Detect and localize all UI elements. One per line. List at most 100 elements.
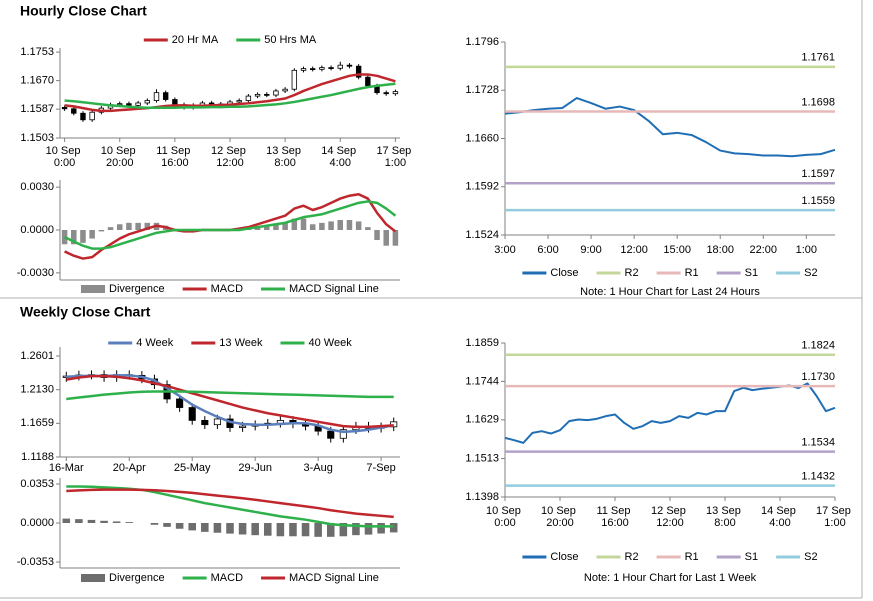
bar — [80, 230, 86, 243]
legend-label: MACD Signal Line — [289, 283, 379, 295]
legend-label: S1 — [745, 551, 758, 563]
candle-body — [392, 91, 399, 95]
x-tick-label: 6:00 — [537, 244, 558, 256]
bar — [309, 224, 316, 230]
bar — [389, 523, 398, 533]
candle-body — [291, 69, 298, 90]
x-tick-label: 15:00 — [663, 244, 691, 256]
candle-body — [254, 93, 261, 97]
legend: Divergence MACD MACD Signal Line — [81, 283, 379, 295]
bar — [319, 222, 325, 230]
candle-body — [264, 93, 270, 96]
candle-body — [172, 99, 178, 106]
y-tick-label: 1.1188 — [21, 451, 54, 463]
x-tick-label: 12:00 — [620, 244, 648, 256]
series-line — [66, 374, 394, 429]
candle-body — [201, 420, 209, 426]
level-label: 1.1432 — [801, 471, 835, 483]
level-label: 1.1824 — [801, 340, 835, 352]
y-tick-label: 0.0000 — [20, 224, 54, 236]
y-tick-label: 1.1728 — [465, 84, 499, 96]
bar — [135, 222, 141, 230]
candle-body — [61, 107, 68, 110]
bar — [300, 218, 307, 230]
legend: 4 Week 13 Week 40 Week — [108, 337, 352, 349]
legend-label: R1 — [685, 267, 699, 279]
x-tick-label: 25-May — [174, 462, 211, 474]
bar — [374, 230, 380, 240]
series-line — [504, 97, 836, 158]
level-label: 1.1559 — [801, 195, 835, 207]
candle-body — [213, 418, 221, 426]
x-tick-label: 12 Sep 12:00 — [211, 145, 249, 169]
candle-body — [135, 102, 141, 106]
x-tick-label: 22:00 — [749, 244, 777, 256]
candle-body — [89, 111, 95, 121]
level-label: 1.1698 — [801, 96, 835, 108]
x-tick-label: 18:00 — [706, 244, 734, 256]
bar — [188, 523, 196, 531]
bar — [213, 523, 222, 533]
bar — [365, 227, 371, 230]
chart-panel: 1.1503 1.1587 1.1670 1.1753 10 Sep 0:00 10 Se… — [20, 34, 414, 169]
legend-label: 40 Week — [309, 337, 353, 349]
legend-label: R2 — [625, 551, 639, 563]
chart-panel: 1.1524 1.1592 1.1660 1.1728 1.1796 3:00 6:00 9:… — [465, 36, 836, 298]
bar — [226, 523, 234, 534]
series-line — [64, 200, 397, 250]
bar — [355, 221, 362, 230]
legend-label: Divergence — [109, 572, 165, 584]
y-tick-label: 0.0030 — [20, 181, 54, 193]
y-tick-label: -0.0030 — [17, 267, 54, 279]
legend-label: MACD — [211, 572, 243, 584]
candle-body — [153, 92, 160, 101]
bar — [112, 521, 121, 523]
bar — [337, 220, 344, 230]
bar — [377, 523, 385, 534]
bar — [89, 230, 95, 239]
candle-body — [365, 76, 371, 87]
legend: Close R2 R1 S1 S2 — [522, 267, 818, 279]
x-tick-label: 10 Sep 0:00 — [46, 145, 84, 169]
chart-panel: 0.0353 0.0000 -0.0353 Divergence MACD MACD Si… — [17, 478, 400, 584]
x-tick-label: 13 Sep 8:00 — [266, 145, 304, 169]
x-tick-label: 3:00 — [494, 244, 515, 256]
legend-label: S2 — [804, 551, 817, 563]
x-tick-label: 14 Sep 4:00 — [761, 505, 799, 529]
candle-body — [273, 90, 279, 96]
candle-body — [117, 103, 123, 106]
x-tick-label: 9:00 — [580, 244, 601, 256]
y-tick-label: 1.1398 — [465, 491, 499, 503]
legend-label: R1 — [685, 551, 699, 563]
bar — [87, 519, 96, 523]
chart-panel: 1.1188 1.1659 1.2130 1.2601 16-Mar 20-Apr 25-M… — [20, 337, 400, 474]
y-tick-label: 1.1670 — [20, 75, 54, 87]
x-tick-label: 10 Sep 20:00 — [541, 505, 579, 529]
chart-note: Note: 1 Hour Chart for Last 1 Week — [584, 572, 757, 584]
level-label: 1.1730 — [801, 371, 835, 383]
bar — [238, 523, 247, 535]
bar — [291, 218, 298, 230]
candle-body — [176, 398, 184, 408]
x-tick-label: 11 Sep 16:00 — [156, 145, 193, 169]
bar — [276, 523, 285, 537]
x-tick-label: 3-Aug — [303, 462, 332, 474]
bar — [100, 520, 108, 523]
bar — [314, 523, 322, 537]
bar — [364, 523, 373, 535]
bar — [282, 222, 288, 230]
x-tick-label: 17 Sep 1:00 — [816, 505, 854, 529]
bar — [301, 523, 310, 537]
candle-body — [383, 92, 389, 95]
y-tick-label: 1.2601 — [20, 350, 54, 362]
bar — [346, 220, 353, 230]
legend-label: 4 Week — [136, 337, 174, 349]
bar — [75, 519, 83, 523]
candle-body — [346, 64, 353, 67]
bar — [150, 523, 159, 525]
series-line — [64, 73, 396, 113]
y-tick-label: 1.1753 — [20, 46, 54, 58]
y-tick-label: 1.1503 — [20, 132, 54, 144]
legend-swatch — [81, 574, 105, 582]
